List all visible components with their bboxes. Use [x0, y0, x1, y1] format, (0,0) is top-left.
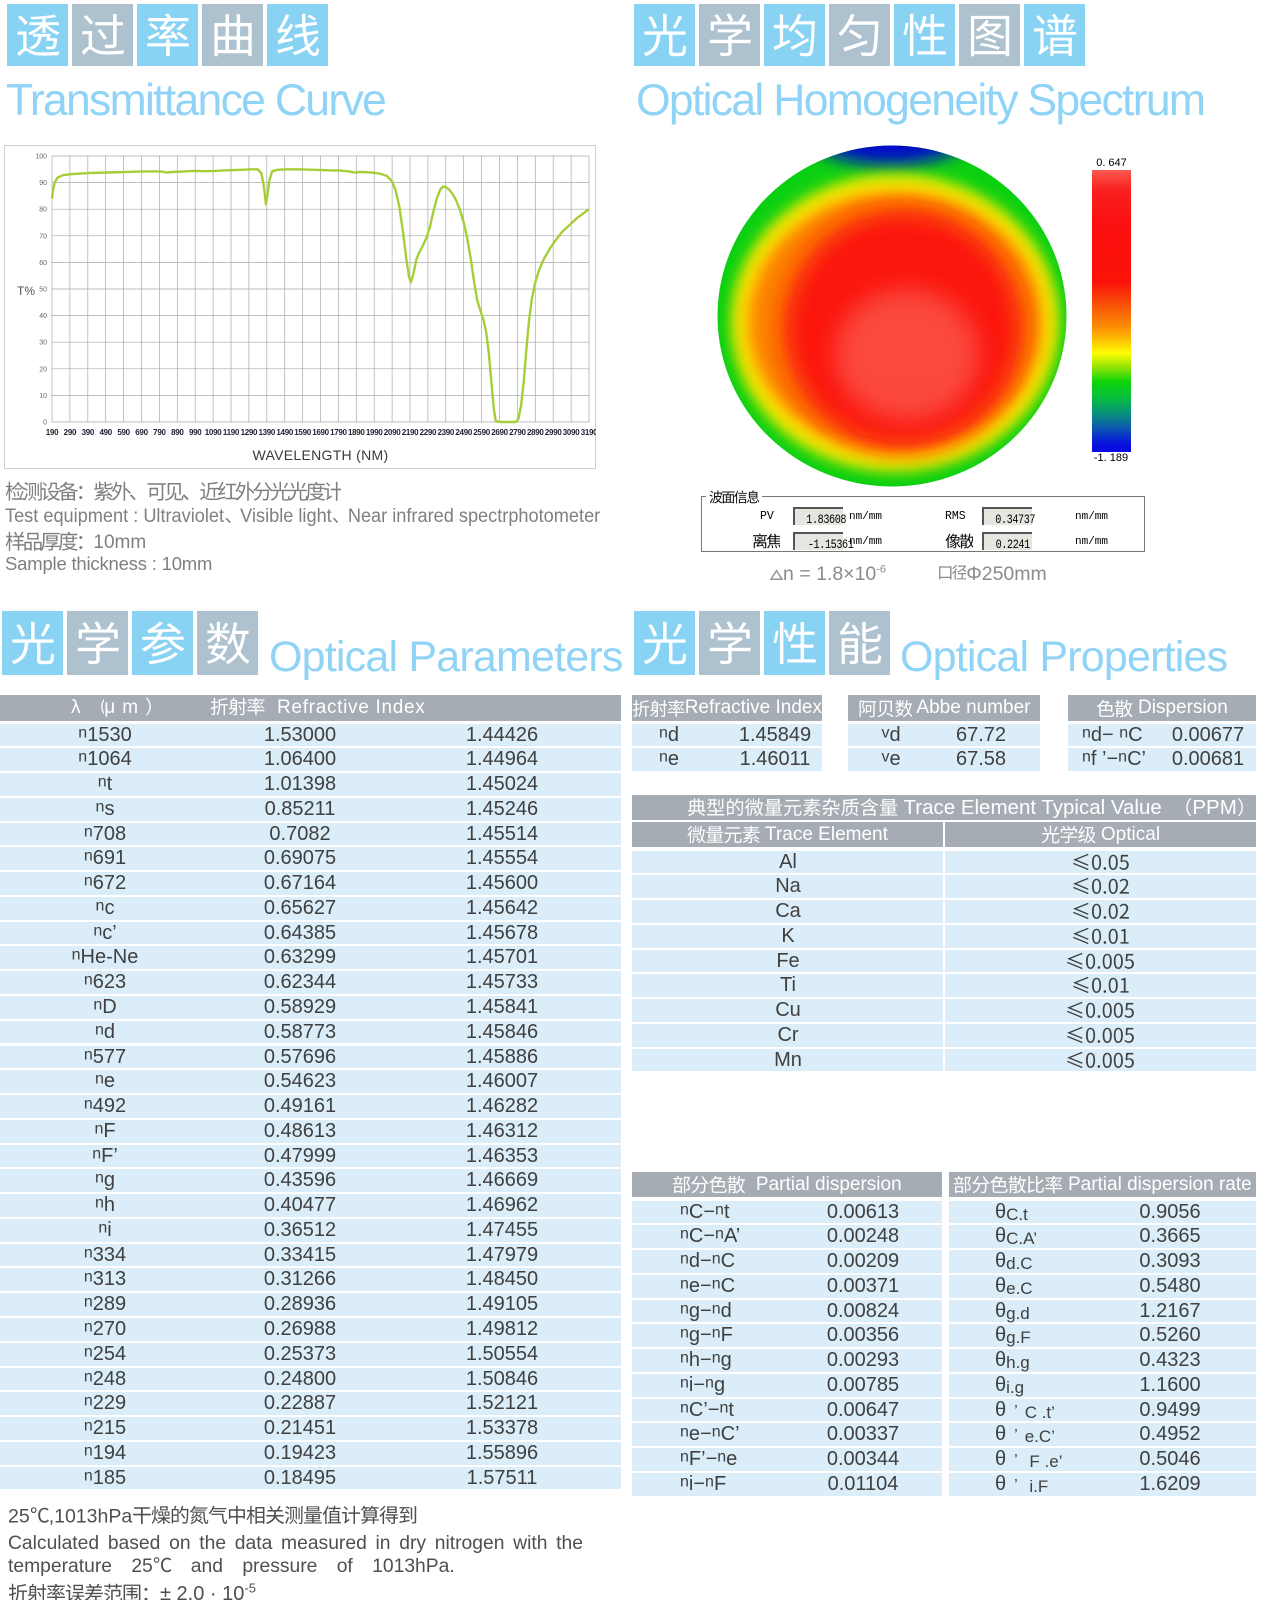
svg-text:2590: 2590 — [473, 428, 490, 437]
svg-text:90: 90 — [39, 180, 47, 187]
svg-text:2490: 2490 — [455, 428, 472, 437]
svg-text:T%: T% — [17, 284, 35, 298]
svg-text:790: 790 — [153, 428, 166, 437]
svg-text:10: 10 — [39, 393, 47, 400]
svg-text:20: 20 — [39, 366, 47, 373]
svg-text:2690: 2690 — [491, 428, 508, 437]
svg-text:1590: 1590 — [294, 428, 311, 437]
svg-text:2290: 2290 — [420, 428, 437, 437]
svg-text:2190: 2190 — [402, 428, 419, 437]
svg-text:80: 80 — [39, 207, 47, 214]
svg-text:590: 590 — [117, 428, 130, 437]
svg-text:2790: 2790 — [509, 428, 526, 437]
svg-text:3190: 3190 — [581, 428, 596, 437]
svg-text:40: 40 — [39, 313, 47, 320]
svg-text:3090: 3090 — [563, 428, 580, 437]
svg-text:0: 0 — [43, 420, 47, 427]
svg-text:1390: 1390 — [258, 428, 275, 437]
svg-text:290: 290 — [64, 428, 77, 437]
svg-text:70: 70 — [39, 233, 47, 240]
svg-text:1290: 1290 — [241, 428, 258, 437]
svg-text:2390: 2390 — [437, 428, 454, 437]
svg-text:50: 50 — [39, 287, 47, 294]
svg-text:1990: 1990 — [366, 428, 383, 437]
svg-text:490: 490 — [99, 428, 112, 437]
svg-text:30: 30 — [39, 340, 47, 347]
svg-text:890: 890 — [171, 428, 184, 437]
svg-text:1890: 1890 — [348, 428, 365, 437]
svg-text:190: 190 — [46, 428, 59, 437]
svg-text:1490: 1490 — [276, 428, 293, 437]
svg-text:2990: 2990 — [545, 428, 562, 437]
svg-text:990: 990 — [189, 428, 202, 437]
svg-text:1190: 1190 — [223, 428, 240, 437]
svg-text:WAVELENGTH (NM): WAVELENGTH (NM) — [253, 447, 389, 463]
svg-text:1690: 1690 — [312, 428, 329, 437]
svg-text:60: 60 — [39, 260, 47, 267]
svg-text:390: 390 — [82, 428, 95, 437]
svg-text:100: 100 — [35, 154, 47, 161]
svg-text:2890: 2890 — [527, 428, 544, 437]
svg-text:690: 690 — [135, 428, 148, 437]
svg-text:1090: 1090 — [205, 428, 222, 437]
svg-text:1790: 1790 — [330, 428, 347, 437]
svg-text:2090: 2090 — [384, 428, 401, 437]
